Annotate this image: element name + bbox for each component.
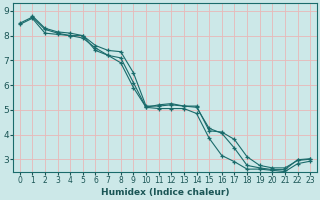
X-axis label: Humidex (Indice chaleur): Humidex (Indice chaleur) xyxy=(101,188,229,197)
